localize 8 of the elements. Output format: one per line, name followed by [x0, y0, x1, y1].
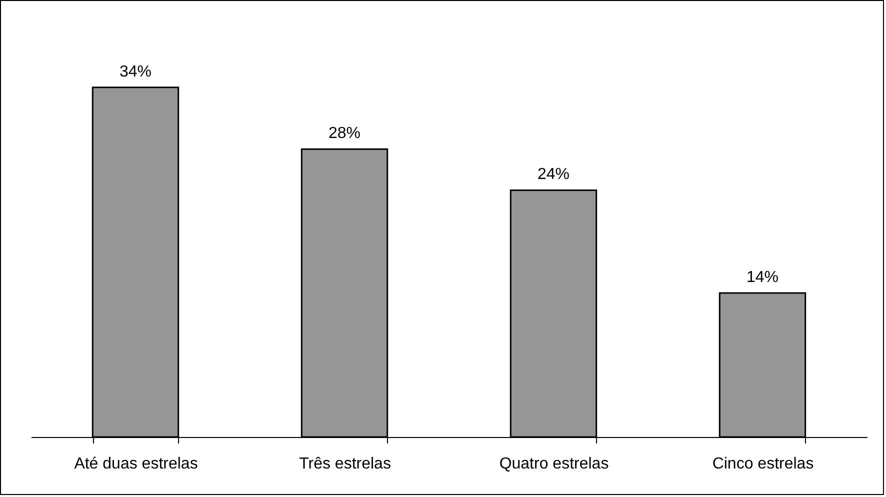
data-label: 24%: [537, 166, 570, 184]
x-tick-label: Quatro estrelas: [499, 456, 609, 472]
x-tick-label: Cinco estrelas: [712, 456, 814, 472]
data-label: 34%: [119, 63, 152, 80]
x-tick-label: Até duas estrelas: [74, 456, 198, 472]
x-tick-label: Três estrelas: [299, 456, 391, 472]
data-label: 14%: [746, 269, 779, 286]
data-label: 28%: [328, 125, 361, 142]
